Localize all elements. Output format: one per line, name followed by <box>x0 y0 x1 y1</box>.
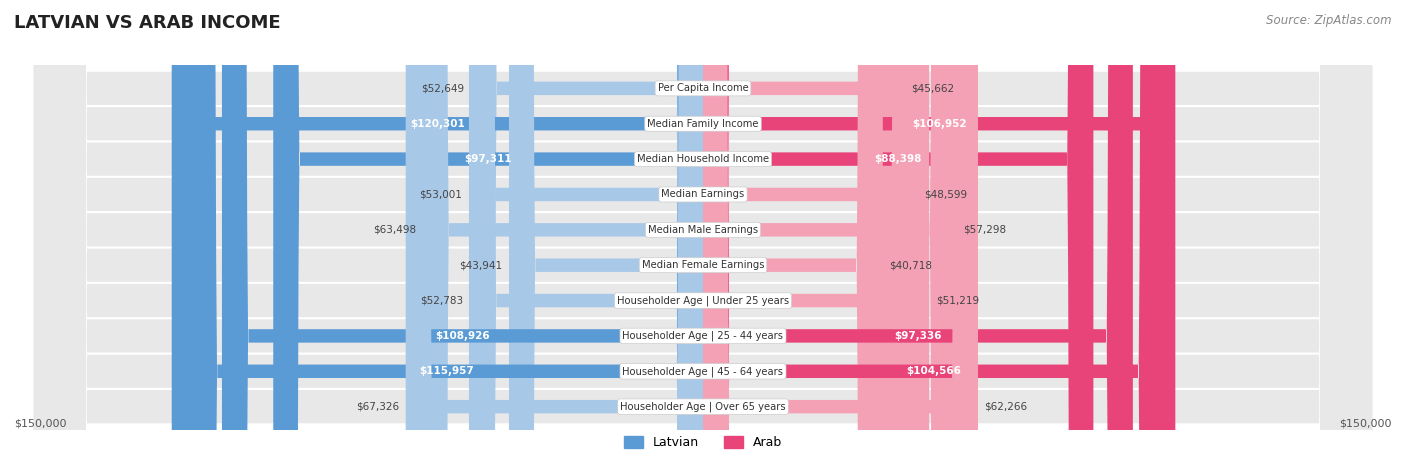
FancyBboxPatch shape <box>34 0 1372 467</box>
FancyBboxPatch shape <box>703 0 956 467</box>
FancyBboxPatch shape <box>34 0 1372 467</box>
FancyBboxPatch shape <box>34 0 1372 467</box>
FancyBboxPatch shape <box>703 0 1175 467</box>
Text: $52,649: $52,649 <box>420 84 464 93</box>
FancyBboxPatch shape <box>34 0 1372 467</box>
Text: $45,662: $45,662 <box>911 84 955 93</box>
FancyBboxPatch shape <box>406 0 703 467</box>
FancyBboxPatch shape <box>703 0 883 467</box>
Text: $88,398: $88,398 <box>875 154 922 164</box>
Text: $106,952: $106,952 <box>912 119 966 129</box>
Text: Source: ZipAtlas.com: Source: ZipAtlas.com <box>1267 14 1392 27</box>
FancyBboxPatch shape <box>703 0 1164 467</box>
Text: Householder Age | 25 - 44 years: Householder Age | 25 - 44 years <box>623 331 783 341</box>
FancyBboxPatch shape <box>423 0 703 467</box>
Text: Median Male Earnings: Median Male Earnings <box>648 225 758 235</box>
Text: $53,001: $53,001 <box>419 190 463 199</box>
FancyBboxPatch shape <box>172 0 703 467</box>
Text: $40,718: $40,718 <box>890 260 932 270</box>
FancyBboxPatch shape <box>34 0 1372 467</box>
Text: $120,301: $120,301 <box>411 119 465 129</box>
Text: Median Family Income: Median Family Income <box>647 119 759 129</box>
Text: $52,783: $52,783 <box>420 296 463 305</box>
FancyBboxPatch shape <box>703 0 979 467</box>
Text: Householder Age | Under 25 years: Householder Age | Under 25 years <box>617 295 789 306</box>
Text: Householder Age | 45 - 64 years: Householder Age | 45 - 64 years <box>623 366 783 376</box>
Legend: Latvian, Arab: Latvian, Arab <box>619 432 787 454</box>
Text: $51,219: $51,219 <box>936 296 979 305</box>
FancyBboxPatch shape <box>703 0 1094 467</box>
FancyBboxPatch shape <box>470 0 703 467</box>
Text: $67,326: $67,326 <box>356 402 399 411</box>
Text: $48,599: $48,599 <box>924 190 967 199</box>
FancyBboxPatch shape <box>34 0 1372 467</box>
Text: Median Earnings: Median Earnings <box>661 190 745 199</box>
FancyBboxPatch shape <box>273 0 703 467</box>
Text: $108,926: $108,926 <box>436 331 489 341</box>
FancyBboxPatch shape <box>34 0 1372 467</box>
Text: $115,957: $115,957 <box>419 366 474 376</box>
Text: $150,000: $150,000 <box>14 419 66 429</box>
Text: Householder Age | Over 65 years: Householder Age | Over 65 years <box>620 402 786 412</box>
Text: $104,566: $104,566 <box>907 366 962 376</box>
FancyBboxPatch shape <box>34 0 1372 467</box>
Text: $62,266: $62,266 <box>984 402 1028 411</box>
Text: $150,000: $150,000 <box>1340 419 1392 429</box>
Text: Median Household Income: Median Household Income <box>637 154 769 164</box>
Text: LATVIAN VS ARAB INCOME: LATVIAN VS ARAB INCOME <box>14 14 281 32</box>
Text: Per Capita Income: Per Capita Income <box>658 84 748 93</box>
FancyBboxPatch shape <box>509 0 703 467</box>
FancyBboxPatch shape <box>191 0 703 467</box>
FancyBboxPatch shape <box>471 0 703 467</box>
FancyBboxPatch shape <box>703 0 904 467</box>
FancyBboxPatch shape <box>34 0 1372 467</box>
Text: $63,498: $63,498 <box>373 225 416 235</box>
FancyBboxPatch shape <box>703 0 929 467</box>
Text: $97,311: $97,311 <box>464 154 512 164</box>
FancyBboxPatch shape <box>34 0 1372 467</box>
FancyBboxPatch shape <box>703 0 1133 467</box>
Text: Median Female Earnings: Median Female Earnings <box>641 260 765 270</box>
FancyBboxPatch shape <box>703 0 918 467</box>
Text: $43,941: $43,941 <box>460 260 502 270</box>
FancyBboxPatch shape <box>470 0 703 467</box>
Text: $57,298: $57,298 <box>963 225 1005 235</box>
FancyBboxPatch shape <box>222 0 703 467</box>
Text: $97,336: $97,336 <box>894 331 942 341</box>
